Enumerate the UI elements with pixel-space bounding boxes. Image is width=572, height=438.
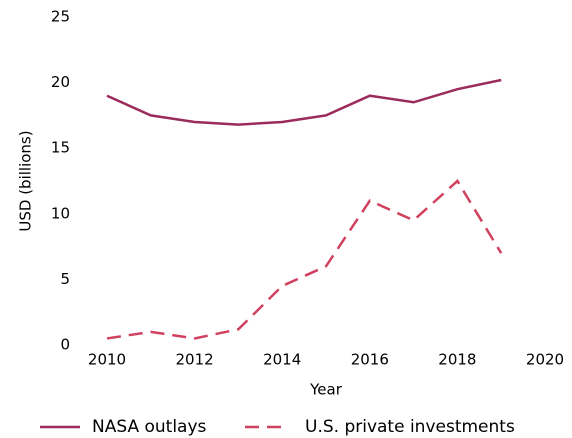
x-tick-label: 2014 (263, 351, 301, 369)
y-tick-label: 15 (51, 139, 70, 157)
x-axis-title: Year (309, 381, 343, 399)
data-line (106, 78, 502, 126)
y-axis-title: USD (billions) (17, 130, 35, 231)
y-tick-label: 10 (51, 204, 70, 222)
x-tick-label: 2012 (176, 351, 214, 369)
x-tick-label: 2020 (526, 351, 564, 369)
y-tick-label: 25 (51, 8, 70, 26)
y-tick-label: 20 (51, 73, 70, 91)
y-tick-label: 5 (60, 270, 70, 288)
x-tick-label: 2016 (351, 351, 389, 369)
data-line (106, 179, 503, 340)
legend-label: U.S. private investments (305, 417, 515, 437)
y-tick-label: 0 (60, 336, 70, 354)
legend-label: NASA outlays (92, 417, 207, 437)
x-tick-label: 2018 (438, 351, 476, 369)
x-tick-label: 2010 (88, 351, 126, 369)
